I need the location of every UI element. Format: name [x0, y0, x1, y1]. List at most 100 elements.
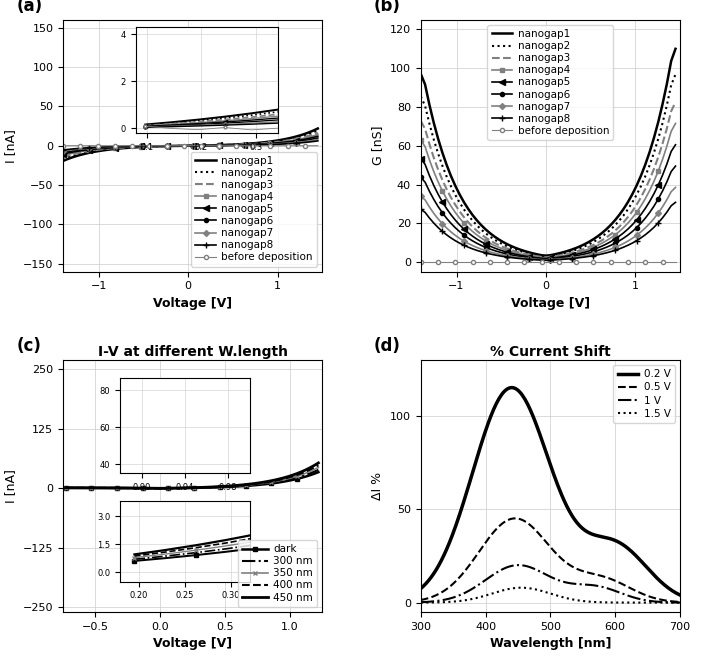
Line: nanogap7: nanogap7 — [61, 138, 320, 153]
Text: (d): (d) — [374, 337, 401, 355]
400 nm — [156, 484, 164, 492]
300 nm — [147, 484, 156, 492]
before deposition — [672, 258, 680, 266]
Legend: dark, 300 nm, 350 nm, 400 nm, 450 nm: dark, 300 nm, 350 nm, 400 nm, 450 nm — [238, 540, 317, 607]
nanogap6 — [132, 143, 141, 151]
nanogap2 — [123, 143, 132, 151]
nanogap7 — [219, 141, 227, 149]
nanogap8 — [132, 142, 141, 150]
300 nm — [62, 484, 70, 492]
0.2 V — [427, 573, 435, 581]
1.5 V — [486, 590, 494, 598]
nanogap8 — [102, 143, 111, 151]
1 V — [416, 598, 425, 606]
before deposition — [141, 142, 149, 150]
0.5 V — [510, 515, 519, 522]
dark — [135, 484, 143, 492]
nanogap1 — [672, 45, 680, 53]
350 nm — [156, 484, 164, 492]
nanogap8 — [503, 253, 511, 261]
nanogap1 — [123, 144, 132, 152]
before deposition — [490, 258, 498, 266]
nanogap3 — [482, 234, 490, 241]
nanogap2 — [672, 70, 680, 78]
nanogap2 — [102, 145, 111, 153]
nanogap1 — [416, 70, 425, 78]
nanogap7 — [580, 252, 589, 260]
300 nm — [224, 483, 233, 491]
nanogap7 — [672, 184, 680, 191]
nanogap4 — [145, 142, 154, 150]
450 nm — [143, 484, 151, 492]
nanogap6 — [498, 249, 507, 257]
0.5 V — [676, 598, 684, 606]
nanogap5 — [123, 143, 132, 151]
nanogap6 — [123, 143, 132, 151]
nanogap5 — [132, 143, 141, 151]
nanogap6 — [416, 174, 425, 182]
nanogap7 — [132, 142, 141, 150]
nanogap1 — [141, 143, 149, 151]
Line: nanogap3: nanogap3 — [63, 133, 318, 157]
before deposition — [102, 142, 111, 150]
450 nm — [135, 484, 143, 492]
Line: 300 nm: 300 nm — [66, 470, 318, 488]
Line: nanogap1: nanogap1 — [421, 49, 676, 256]
nanogap3 — [460, 213, 468, 221]
0.2 V — [676, 591, 684, 599]
nanogap5 — [503, 248, 511, 256]
nanogap3 — [672, 98, 680, 106]
nanogap8 — [580, 253, 589, 261]
1.5 V — [433, 598, 441, 606]
Text: (a): (a) — [16, 0, 43, 14]
nanogap2 — [219, 141, 227, 149]
nanogap5 — [490, 244, 498, 252]
nanogap1 — [482, 226, 490, 234]
nanogap7 — [503, 252, 511, 260]
nanogap5 — [542, 255, 550, 263]
nanogap4 — [416, 136, 425, 143]
350 nm — [147, 484, 156, 492]
Legend: 0.2 V, 0.5 V, 1 V, 1.5 V: 0.2 V, 0.5 V, 1 V, 1.5 V — [613, 365, 675, 423]
1 V — [515, 561, 523, 569]
nanogap7 — [416, 192, 425, 200]
Line: nanogap8: nanogap8 — [418, 199, 679, 263]
350 nm — [104, 484, 113, 492]
450 nm — [62, 484, 70, 492]
nanogap5 — [580, 248, 589, 256]
dark — [104, 484, 113, 492]
300 nm — [135, 484, 143, 492]
nanogap7 — [145, 142, 154, 150]
nanogap2 — [580, 242, 589, 250]
350 nm — [135, 484, 143, 492]
nanogap6 — [672, 162, 680, 170]
0.2 V — [486, 415, 494, 423]
Line: 350 nm: 350 nm — [63, 465, 321, 491]
nanogap5 — [313, 132, 322, 140]
nanogap5 — [145, 142, 154, 150]
nanogap7 — [102, 143, 111, 151]
nanogap4 — [498, 245, 507, 253]
nanogap5 — [416, 155, 425, 163]
nanogap4 — [672, 120, 680, 128]
nanogap2 — [141, 143, 149, 151]
nanogap1 — [460, 198, 468, 206]
nanogap6 — [141, 142, 149, 150]
nanogap8 — [313, 137, 322, 145]
nanogap5 — [672, 141, 680, 149]
nanogap5 — [141, 142, 149, 150]
350 nm — [125, 484, 134, 492]
0.5 V — [433, 591, 441, 599]
1.5 V — [664, 599, 672, 607]
Line: nanogap7: nanogap7 — [418, 186, 678, 262]
nanogap3 — [219, 141, 227, 149]
before deposition — [219, 142, 227, 150]
nanogap2 — [490, 236, 498, 243]
nanogap6 — [580, 250, 589, 258]
Y-axis label: ΔI %: ΔI % — [372, 472, 385, 500]
nanogap7 — [313, 136, 322, 143]
Y-axis label: I [nA]: I [nA] — [4, 469, 18, 503]
1.5 V — [427, 599, 435, 607]
nanogap4 — [482, 237, 490, 245]
Line: 0.5 V: 0.5 V — [421, 519, 680, 602]
